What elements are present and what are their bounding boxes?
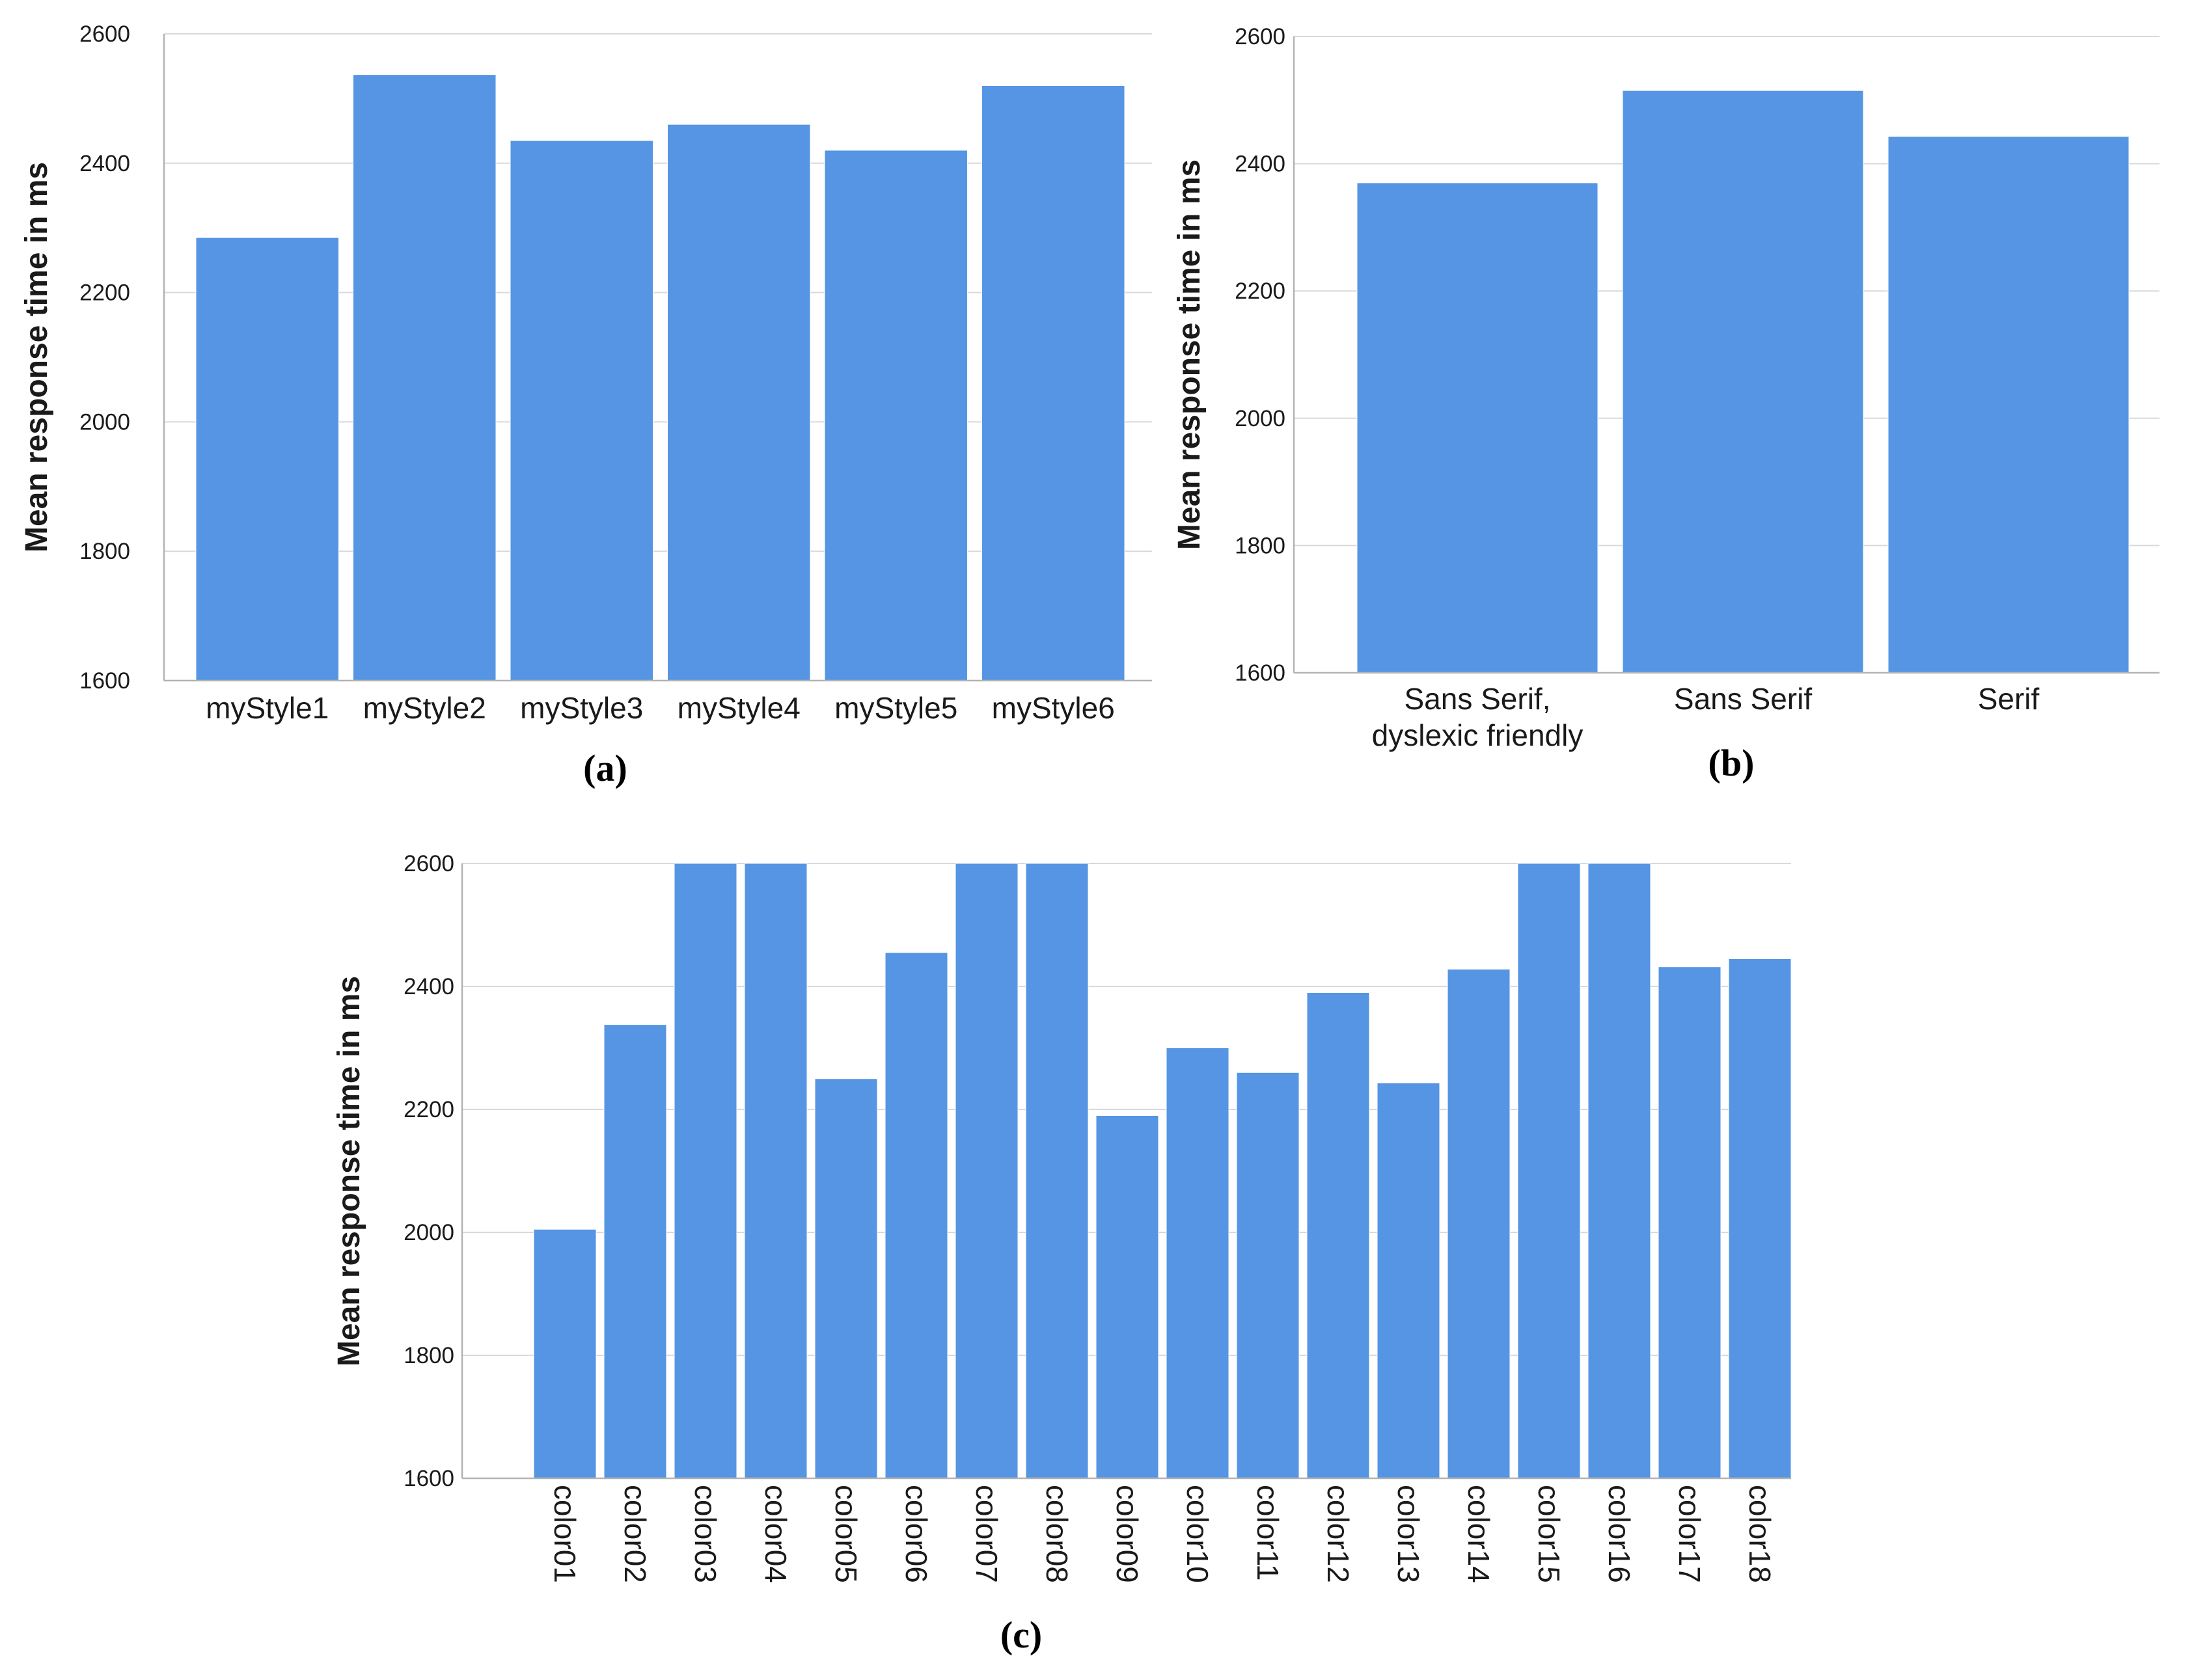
chart-c: 1600 1800 2000 2200 2400 2600 color01 color02 co… — [332, 851, 1792, 1656]
y-tick-label: 1600 — [1235, 660, 1285, 686]
x-tick-label: color18 — [1743, 1485, 1777, 1583]
bar-color17 — [1658, 966, 1721, 1479]
bar-color15 — [1517, 863, 1581, 1479]
y-tick-label: 2400 — [1235, 152, 1285, 177]
x-tick-label: color11 — [1251, 1485, 1285, 1580]
x-tick-label: color14 — [1462, 1485, 1496, 1583]
y-tick-label: 1800 — [1235, 533, 1285, 558]
x-tick-label: color09 — [1110, 1485, 1144, 1583]
x-tick-label: myStyle2 — [363, 691, 486, 725]
x-tick-label: color07 — [970, 1485, 1004, 1583]
x-tick-label: myStyle4 — [678, 691, 801, 725]
x-tick-label: myStyle5 — [834, 691, 957, 725]
x-tick-label: color01 — [548, 1485, 582, 1583]
bar-color01 — [533, 1228, 597, 1479]
bar-mystyle4 — [667, 124, 811, 681]
x-tick-label: color06 — [899, 1485, 933, 1583]
x-tick-label: color03 — [689, 1485, 722, 1583]
panel-label: (a) — [583, 747, 627, 789]
bar-color18 — [1728, 958, 1792, 1479]
bar-sans-serif-dyslexic-friendly — [1356, 182, 1598, 673]
bar-color11 — [1236, 1072, 1300, 1479]
x-tick-label: color15 — [1532, 1485, 1566, 1583]
panel-label: (c) — [1000, 1614, 1042, 1656]
bar-color13 — [1377, 1082, 1440, 1479]
bar-color04 — [744, 863, 808, 1479]
bar-mystyle1 — [195, 237, 339, 681]
bar-color05 — [814, 1078, 878, 1479]
x-tick-label: myStyle3 — [520, 691, 643, 725]
x-tick-label: color05 — [829, 1485, 863, 1583]
panel-label: (b) — [1708, 742, 1755, 784]
y-axis-label: Mean response time in ms — [20, 162, 54, 552]
bar-color08 — [1025, 863, 1089, 1479]
bar-mystyle5 — [824, 150, 968, 681]
x-tick-label: color02 — [618, 1485, 652, 1583]
y-tick-label: 2000 — [404, 1220, 454, 1245]
x-tick-label: dyslexic friendly — [1372, 718, 1584, 752]
bar-color02 — [603, 1024, 667, 1479]
bar-sans-serif — [1622, 90, 1864, 673]
bar-mystyle3 — [510, 140, 653, 681]
y-tick-label: 2000 — [79, 409, 130, 435]
x-tick-label: myStyle1 — [206, 691, 329, 725]
y-tick-label: 2400 — [79, 151, 130, 176]
bar-color09 — [1095, 1115, 1159, 1479]
x-tick-label: Serif — [1978, 682, 2040, 716]
y-tick-label: 2200 — [404, 1097, 454, 1122]
y-tick-label: 2600 — [404, 851, 454, 876]
y-axis-label: Mean response time in ms — [1172, 159, 1207, 550]
x-tick-label: color12 — [1321, 1485, 1355, 1583]
x-tick-label: Sans Serif — [1674, 682, 1812, 716]
bar-serif — [1887, 136, 2130, 673]
y-tick-label: 2600 — [1235, 24, 1285, 49]
x-tick-label: color04 — [759, 1485, 793, 1583]
y-tick-label: 2200 — [1235, 278, 1285, 304]
chart-a: 1600 1800 2000 2200 2400 2600 myStyle1 myStyle2… — [20, 21, 1152, 789]
y-tick-label: 2400 — [404, 974, 454, 999]
x-tick-label: color10 — [1181, 1485, 1214, 1583]
bar-color06 — [884, 952, 948, 1479]
bar-mystyle2 — [353, 74, 497, 681]
y-tick-label: 2200 — [79, 280, 130, 306]
y-tick-label: 1600 — [79, 668, 130, 694]
x-tick-label: color08 — [1040, 1485, 1074, 1583]
y-tick-label: 1800 — [79, 539, 130, 564]
y-tick-label: 1600 — [404, 1466, 454, 1491]
bar-color16 — [1587, 863, 1651, 1479]
bar-color10 — [1166, 1048, 1229, 1479]
bar-color07 — [955, 863, 1019, 1479]
x-tick-label: color16 — [1602, 1485, 1636, 1583]
y-tick-label: 1800 — [404, 1343, 454, 1368]
bar-mystyle6 — [981, 85, 1125, 681]
y-tick-label: 2600 — [79, 21, 130, 47]
x-tick-label: myStyle6 — [992, 691, 1115, 725]
x-tick-label: color13 — [1392, 1485, 1425, 1583]
bar-color14 — [1447, 969, 1511, 1479]
x-tick-label: Sans Serif, — [1405, 682, 1551, 716]
y-tick-label: 2000 — [1235, 406, 1285, 431]
bar-color12 — [1306, 992, 1370, 1479]
chart-b: 1600 1800 2000 2200 2400 2600 Sans Serif,dysle… — [1172, 24, 2160, 784]
y-axis-label: Mean response time in ms — [332, 976, 366, 1366]
x-tick-label: color17 — [1673, 1485, 1707, 1583]
bar-color03 — [674, 863, 737, 1479]
